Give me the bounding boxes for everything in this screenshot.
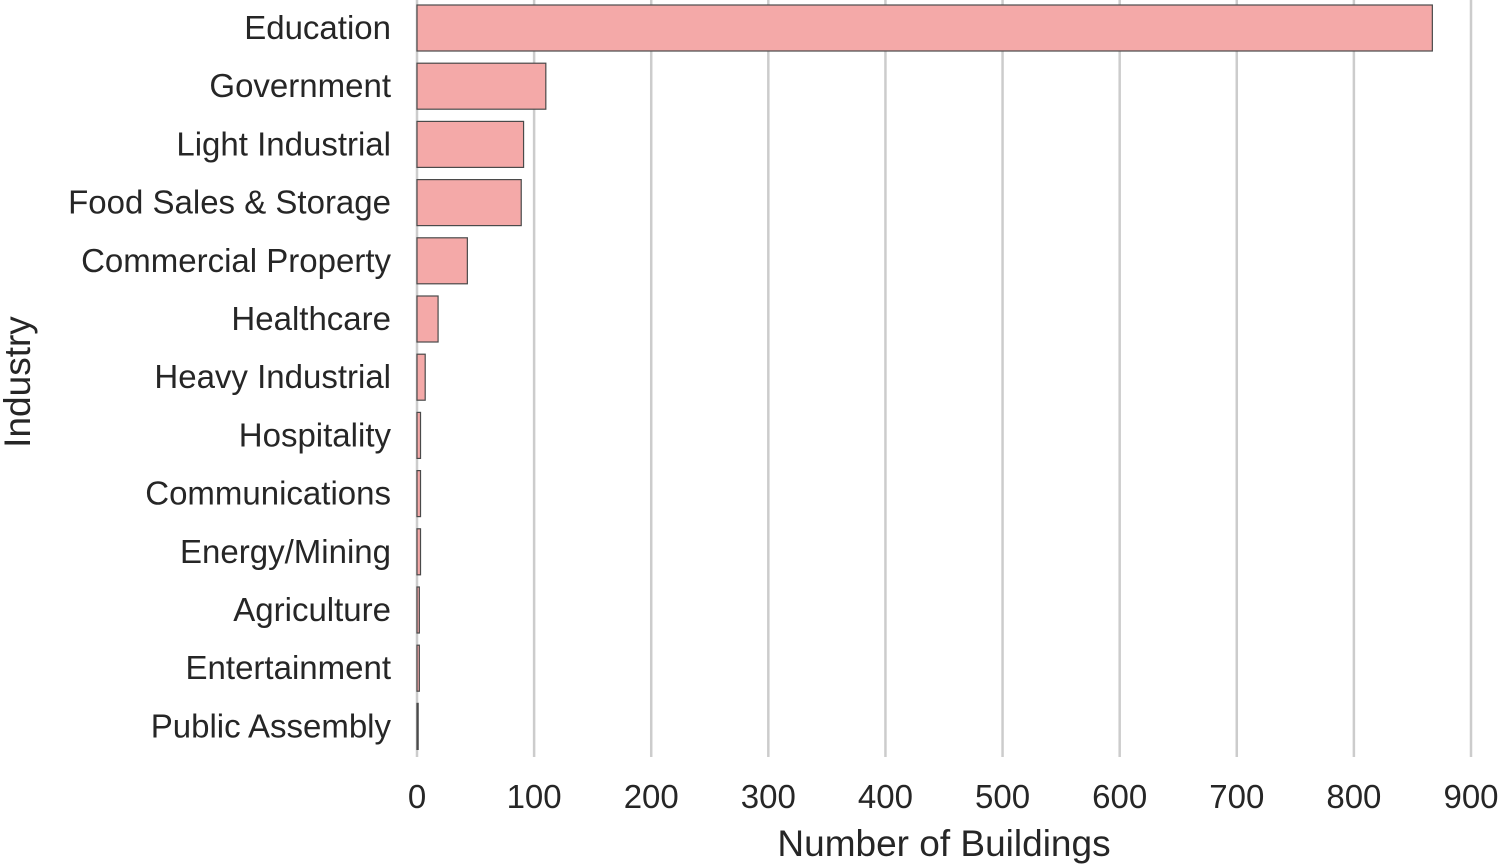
bar [416,237,468,285]
bar [416,295,439,343]
y-tick-label: Public Assembly [151,707,392,744]
bar [416,353,426,401]
y-tick-label: Government [209,67,391,104]
x-tick-label: 900 [1443,778,1498,815]
bars [416,4,1433,751]
y-tick-label: Communications [145,475,391,512]
bar [416,528,422,576]
x-tick-label: 500 [975,778,1030,815]
y-tick-label: Entertainment [186,649,391,686]
bar [416,179,522,227]
y-tick-labels: Education Government Light Industrial Food … [68,9,391,744]
x-tick-label: 100 [507,778,562,815]
x-tick-label: 0 [408,778,426,815]
y-tick-label: Energy/Mining [180,533,391,570]
y-tick-label: Heavy Industrial [154,358,391,395]
x-tick-label: 200 [624,778,679,815]
y-axis-title: Industry [0,316,38,448]
x-tick-label: 600 [1092,778,1147,815]
y-tick-label: Healthcare [231,300,391,337]
x-tick-labels: 0 100 200 300 400 500 600 700 800 900 [408,778,1499,815]
x-tick-label: 700 [1209,778,1264,815]
bar [416,586,420,634]
bar [416,644,420,692]
y-tick-label: Commercial Property [81,242,391,279]
x-axis-title: Number of Buildings [777,823,1110,864]
y-tick-label: Agriculture [233,591,391,628]
x-tick-label: 800 [1326,778,1381,815]
bar [416,702,419,751]
bar [416,411,422,459]
bar [416,4,1433,52]
grid-lines [415,0,1473,757]
bar [416,470,422,518]
y-tick-label: Food Sales & Storage [68,184,391,221]
bar [416,120,525,169]
x-tick-label: 400 [858,778,913,815]
y-tick-label: Hospitality [239,416,392,453]
y-tick-label: Education [244,9,391,46]
bar [416,62,547,110]
x-tick-label: 300 [741,778,796,815]
y-tick-label: Light Industrial [176,125,391,162]
